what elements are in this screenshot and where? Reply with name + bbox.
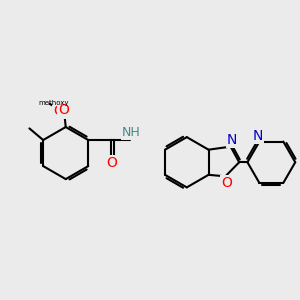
Text: N: N bbox=[227, 133, 237, 147]
Text: O: O bbox=[53, 104, 64, 118]
Text: NH: NH bbox=[122, 126, 140, 139]
Text: O: O bbox=[221, 176, 233, 190]
Text: O: O bbox=[58, 103, 69, 117]
Text: O: O bbox=[106, 156, 117, 170]
Text: N: N bbox=[253, 129, 263, 143]
Text: methoxy: methoxy bbox=[38, 100, 69, 106]
